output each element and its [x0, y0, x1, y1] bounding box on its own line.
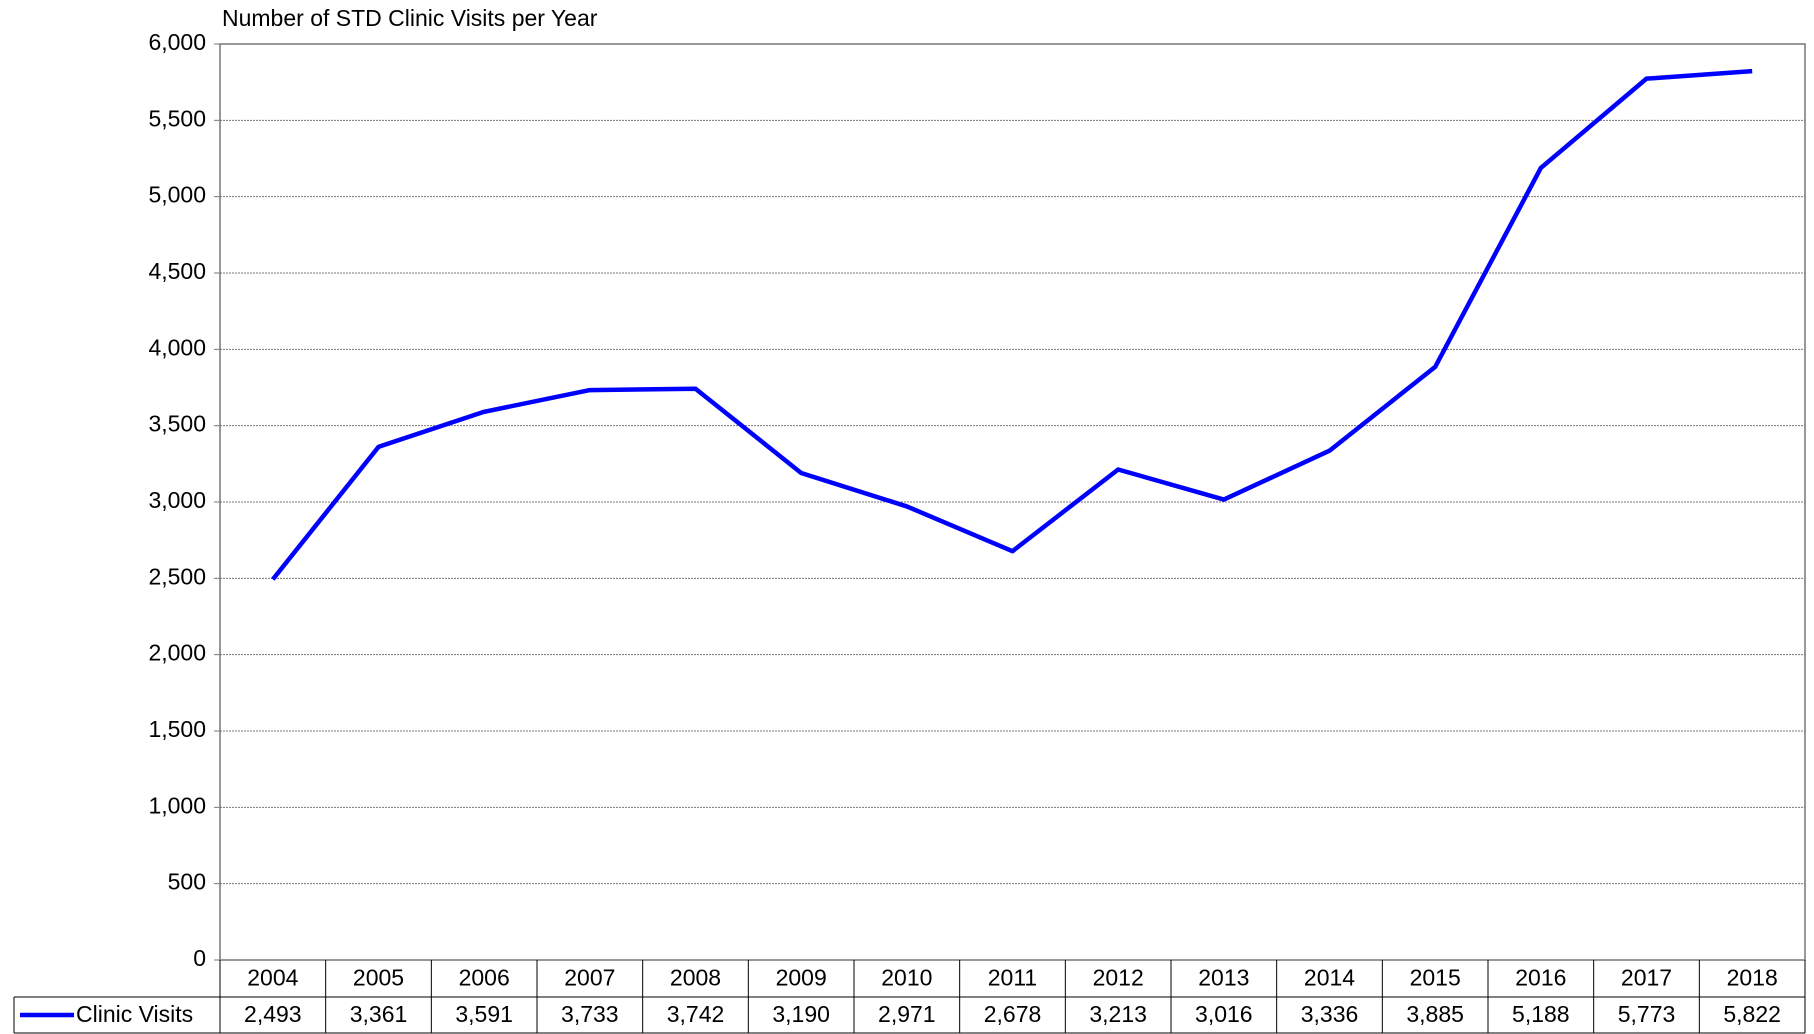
data-table-value: 2,678 — [984, 1001, 1042, 1027]
y-tick-label: 2,500 — [148, 563, 206, 589]
data-table-value: 2,971 — [878, 1001, 936, 1027]
x-tick-label: 2009 — [776, 965, 827, 991]
y-tick-label: 3,000 — [148, 487, 206, 513]
data-table-value: 3,591 — [455, 1001, 513, 1027]
x-tick-label: 2014 — [1304, 965, 1355, 991]
x-tick-label: 2015 — [1410, 965, 1461, 991]
plot-frame — [219, 43, 1806, 961]
x-tick-label: 2008 — [670, 965, 721, 991]
x-tick-label: 2017 — [1621, 965, 1672, 991]
series-line — [271, 68, 1753, 581]
data-table-value: 3,733 — [561, 1001, 619, 1027]
x-tick-label: 2006 — [459, 965, 510, 991]
x-tick-label: 2007 — [564, 965, 615, 991]
data-table-value: 3,190 — [772, 1001, 830, 1027]
y-tick-label: 4,000 — [148, 334, 206, 360]
y-tick-label: 5,000 — [148, 182, 206, 208]
y-tick-label: 3,500 — [148, 411, 206, 437]
data-table-value: 3,336 — [1301, 1001, 1359, 1027]
y-tick-label: 2,000 — [148, 640, 206, 666]
y-tick-label: 1,000 — [148, 792, 206, 818]
y-tick-label: 4,500 — [148, 258, 206, 284]
data-table-value: 3,016 — [1195, 1001, 1253, 1027]
data-table-value: 5,188 — [1512, 1001, 1570, 1027]
x-tick-label: 2016 — [1515, 965, 1566, 991]
x-tick-label: 2011 — [988, 965, 1037, 991]
x-tick-label: 2005 — [353, 965, 404, 991]
x-tick-label: 2012 — [1093, 965, 1144, 991]
data-table-value: 3,361 — [350, 1001, 408, 1027]
x-tick-label: 2010 — [881, 965, 932, 991]
x-tick-label: 2018 — [1727, 965, 1778, 991]
data-table-value: 3,213 — [1089, 1001, 1147, 1027]
data-table-value: 2,493 — [244, 1001, 302, 1027]
legend-label: Clinic Visits — [76, 1001, 193, 1027]
data-table-value: 3,885 — [1406, 1001, 1464, 1027]
x-tick-label: 2013 — [1198, 965, 1249, 991]
data-table-value: 3,742 — [667, 1001, 725, 1027]
y-tick-label: 0 — [193, 945, 206, 971]
y-tick-label: 1,500 — [148, 716, 206, 742]
y-tick-label: 500 — [168, 869, 206, 895]
data-table-value: 5,773 — [1618, 1001, 1676, 1027]
y-tick-label: 5,500 — [148, 105, 206, 131]
x-tick-label: 2004 — [247, 965, 298, 991]
data-table-value: 5,822 — [1723, 1001, 1781, 1027]
chart-title: Number of STD Clinic Visits per Year — [222, 5, 598, 31]
y-tick-label: 6,000 — [148, 29, 206, 55]
